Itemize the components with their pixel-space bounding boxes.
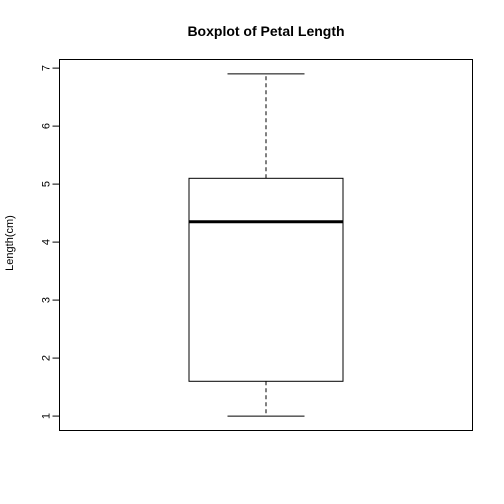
y-tick-label-6: 6 (40, 123, 52, 129)
y-tick-label-7: 7 (40, 65, 52, 71)
y-tick-label-2: 2 (40, 355, 52, 361)
y-tick-label-5: 5 (40, 181, 52, 187)
interquartile-box (188, 177, 344, 382)
y-axis: 1 2 3 4 5 6 7 (40, 65, 60, 419)
chart-title: Boxplot of Petal Length (187, 23, 344, 39)
y-tick-label-4: 4 (40, 239, 52, 245)
y-axis-label: Length(cm) (4, 215, 16, 271)
y-tick-label-3: 3 (40, 297, 52, 303)
box-plot (188, 73, 344, 417)
y-tick-label-1: 1 (40, 413, 52, 419)
